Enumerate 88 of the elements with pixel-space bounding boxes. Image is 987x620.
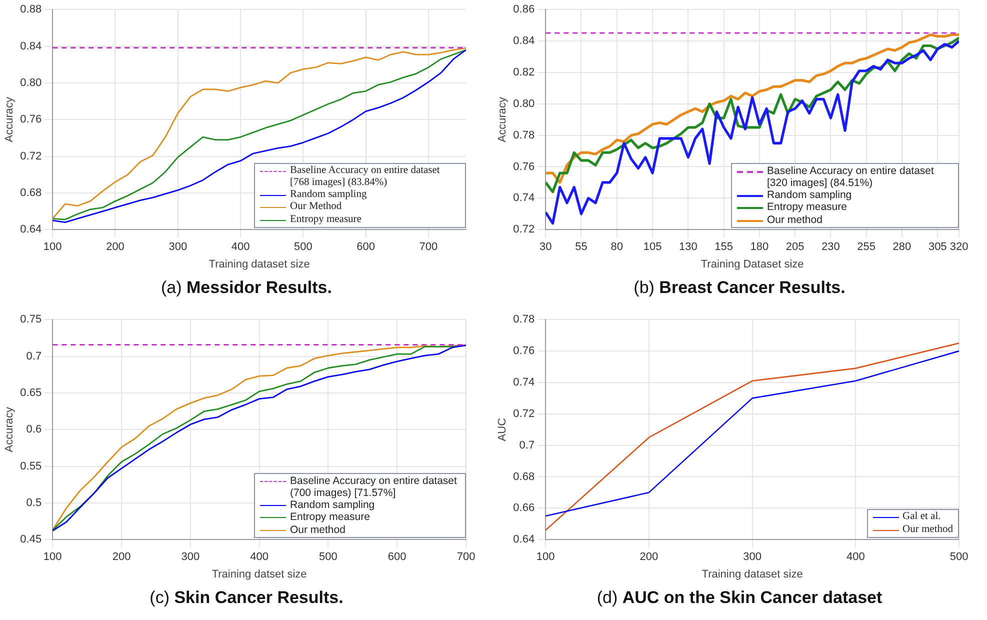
legend-label: Random sampling: [290, 189, 367, 202]
legend-label: Baseline Accuracy on entire dataset [320 images] (84.51%): [767, 165, 935, 190]
y-tick-label: 0.76: [20, 114, 42, 126]
x-tick-label: 300: [743, 551, 762, 564]
legend-label: Baseline Accuracy on entire dataset (700 images) [71.57%]: [290, 475, 458, 500]
x-tick-label: 155: [714, 241, 733, 254]
y-tick-label: 0.84: [513, 35, 535, 48]
y-tick-label: 0.86: [513, 4, 535, 16]
x-tick-label: 600: [388, 551, 406, 564]
y-tick-label: 0.75: [20, 314, 42, 326]
y-axis-title: Accuracy: [4, 96, 16, 142]
x-tick-label: 500: [319, 551, 338, 564]
x-tick-label: 130: [678, 241, 698, 254]
x-tick-label: 305: [928, 241, 947, 254]
y-tick-label: 0.82: [513, 66, 535, 78]
y-tick-label: 0.72: [513, 408, 535, 420]
y-tick-label: 0.78: [513, 314, 535, 326]
legend-label: Entropy measure: [290, 511, 370, 524]
text: (a) Messidor Results.: [161, 278, 332, 297]
y-tick-label: 0.76: [513, 345, 535, 358]
x-tick-label: 80: [610, 241, 624, 254]
x-tick-label: 400: [846, 551, 865, 564]
y-tick-label: 0.5: [26, 496, 42, 509]
x-tick-label: 200: [640, 551, 658, 564]
legend-label: Entropy measure: [290, 214, 362, 226]
x-tick-label: 200: [112, 551, 131, 564]
x-tick-label: 700: [456, 551, 476, 564]
y-tick-label: 0.55: [20, 460, 42, 472]
x-tick-label: 100: [43, 551, 62, 564]
x-tick-label: 500: [294, 241, 312, 254]
x-axis-title: Training dataset size: [208, 258, 310, 270]
x-tick-label: 280: [892, 241, 912, 254]
x-tick-label: 55: [575, 241, 588, 254]
x-tick-label: 255: [857, 241, 876, 254]
x-tick-label: 400: [231, 241, 250, 254]
y-tick-label: 0.6: [26, 424, 42, 436]
y-axis-title: Accuracy: [4, 406, 16, 452]
x-tick-label: 100: [43, 241, 62, 254]
x-tick-label: 300: [181, 551, 200, 564]
legend-label: Baseline Accuracy on entire dataset [768 images] (83.84%): [290, 165, 441, 190]
x-tick-label: 200: [106, 241, 124, 254]
x-tick-label: 205: [786, 241, 804, 254]
legend-label: Random sampling: [290, 499, 375, 512]
y-tick-label: 0.72: [20, 150, 42, 162]
y-tick-label: 0.7: [519, 439, 535, 452]
y-tick-label: 0.76: [513, 160, 535, 173]
x-tick-label: 600: [356, 241, 375, 254]
y-tick-label: 0.65: [20, 386, 42, 399]
legend-label: Our method: [767, 214, 822, 226]
x-tick-label: 320: [950, 241, 968, 254]
y-tick-label: 0.64: [20, 224, 42, 236]
x-tick-label: 180: [750, 241, 769, 254]
y-tick-label: 0.66: [513, 502, 535, 514]
x-tick-label: 300: [168, 241, 188, 254]
x-axis-title: Training Dataset size: [700, 258, 804, 270]
y-axis-title: Accuracy: [496, 96, 509, 142]
y-tick-label: 0.80: [20, 76, 42, 89]
y-tick-label: 0.74: [513, 376, 535, 388]
legend-label: Our method: [902, 524, 953, 536]
text: (d) AUC on the Skin Cancer dataset: [596, 588, 882, 607]
x-tick-label: 30: [539, 241, 552, 254]
y-tick-label: 0.64: [513, 534, 535, 546]
y-tick-label: 0.45: [20, 534, 42, 546]
x-tick-label: 105: [643, 241, 662, 254]
y-tick-label: 0.72: [513, 224, 535, 236]
x-tick-label: 700: [419, 241, 438, 254]
text: (b) Breast Cancer Results.: [634, 278, 846, 297]
x-axis-title: Training datset size: [212, 568, 307, 580]
y-tick-label: 0.68: [20, 186, 42, 199]
x-tick-label: 400: [250, 551, 268, 564]
x-tick-label: 100: [536, 551, 555, 564]
y-tick-label: 0.74: [513, 192, 535, 204]
y-tick-label: 0.80: [513, 98, 535, 110]
legend-label: Our Method: [290, 201, 342, 214]
x-tick-label: 500: [950, 551, 968, 564]
y-tick-label: 0.68: [513, 470, 535, 483]
y-axis-title: AUC: [496, 418, 509, 442]
x-axis-title: Training dataset size: [702, 568, 803, 580]
y-tick-label: 0.7: [26, 350, 42, 362]
legend-label: Gal et al.: [902, 511, 941, 524]
legend-label: Our method: [290, 524, 346, 536]
legend-label: Random sampling: [767, 189, 852, 202]
y-tick-label: 0.88: [20, 4, 42, 16]
x-tick-label: 230: [822, 241, 840, 254]
legend-label: Entropy measure: [767, 201, 847, 214]
y-tick-label: 0.78: [513, 129, 535, 142]
text: (c) Skin Cancer Results.: [150, 588, 344, 607]
y-tick-label: 0.84: [20, 40, 42, 52]
